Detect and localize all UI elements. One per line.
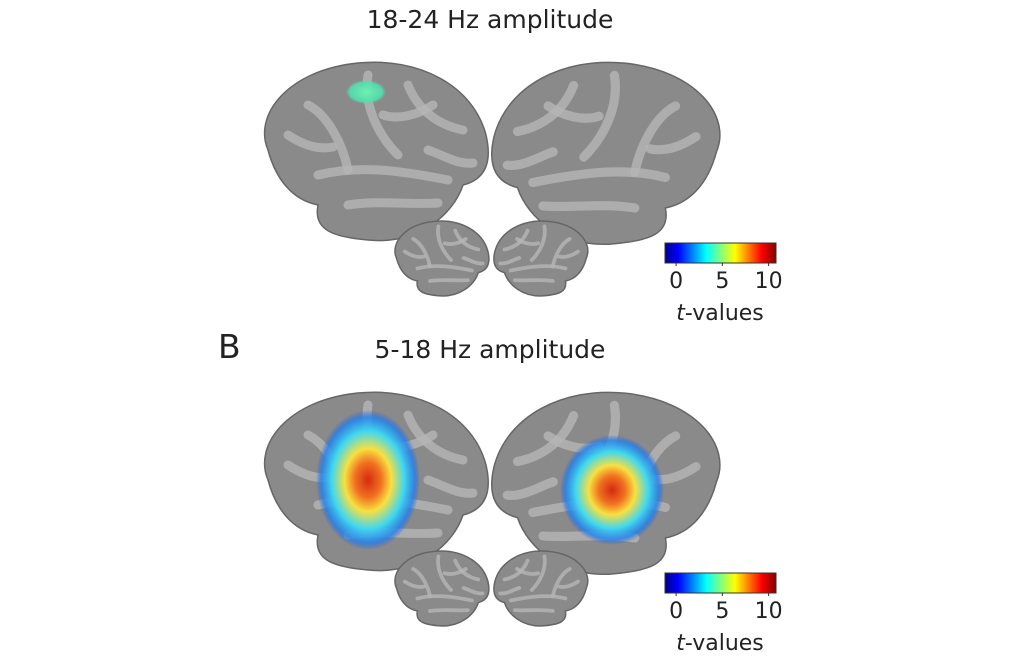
sulcus bbox=[513, 608, 555, 613]
sulcus bbox=[515, 567, 540, 576]
brain bbox=[394, 550, 490, 627]
sulcus bbox=[402, 579, 426, 589]
colorbar-label-italic: t bbox=[676, 631, 686, 656]
sulcus bbox=[513, 278, 555, 283]
sulcus bbox=[423, 475, 478, 498]
sulcus bbox=[461, 256, 485, 266]
sulcus bbox=[502, 147, 558, 170]
brain bbox=[491, 61, 721, 246]
sulcus bbox=[303, 100, 353, 175]
sulcus bbox=[502, 477, 558, 500]
sulcus bbox=[411, 237, 432, 269]
sulcus bbox=[378, 100, 438, 122]
sulcus bbox=[283, 130, 338, 153]
sulcus bbox=[502, 228, 530, 252]
brain-surface bbox=[394, 550, 490, 627]
sulcus bbox=[550, 237, 572, 269]
sulcus bbox=[538, 201, 640, 213]
panel: 18-24 Hz amplitude 0 5 10 t-values bbox=[263, 5, 783, 326]
sulcus bbox=[528, 167, 670, 188]
brain-surface bbox=[493, 550, 589, 627]
brain bbox=[493, 220, 589, 297]
sulcus bbox=[645, 132, 701, 155]
sulcus bbox=[428, 278, 470, 283]
colorbar-label-rest: -values bbox=[685, 631, 764, 656]
panel-title: 5-18 Hz amplitude bbox=[375, 335, 606, 364]
colorbar-tick-label: 10 bbox=[755, 599, 783, 624]
panel-title: 18-24 Hz amplitude bbox=[367, 5, 614, 34]
sulcus bbox=[442, 567, 468, 576]
sulcus bbox=[343, 198, 443, 210]
sulcus bbox=[529, 224, 547, 262]
sulcus bbox=[436, 554, 453, 592]
brain bbox=[263, 61, 489, 242]
sulcus bbox=[423, 145, 478, 168]
sulcus bbox=[508, 264, 568, 273]
colorbar-tick-label: 5 bbox=[715, 599, 729, 624]
colorbar-tick-label: 0 bbox=[669, 599, 683, 624]
activation bbox=[316, 410, 420, 550]
sulcus bbox=[508, 594, 568, 603]
sulcus bbox=[543, 101, 604, 123]
colorbar-label: t-values bbox=[676, 631, 764, 656]
sulcus bbox=[529, 554, 547, 592]
sulcus bbox=[415, 594, 474, 603]
sulcus bbox=[411, 567, 432, 599]
brain-surface bbox=[394, 220, 490, 297]
sulcus bbox=[579, 70, 620, 162]
sulcus bbox=[403, 410, 468, 465]
sulcus bbox=[557, 249, 580, 259]
sulcus bbox=[436, 224, 453, 262]
sulcus bbox=[461, 586, 485, 596]
sulcus bbox=[557, 579, 580, 589]
sulcus bbox=[313, 165, 453, 185]
sulcus bbox=[550, 567, 572, 599]
brain bbox=[394, 220, 490, 297]
sulcus bbox=[512, 411, 579, 467]
colorbar-tick-label: 0 bbox=[669, 269, 683, 294]
sulcus bbox=[512, 81, 579, 137]
sulcus bbox=[630, 101, 681, 177]
colorbar-tick-label: 5 bbox=[715, 269, 729, 294]
sulcus bbox=[515, 237, 540, 246]
brain-surface bbox=[491, 61, 721, 246]
brain-surface bbox=[493, 220, 589, 297]
sulcus bbox=[498, 256, 522, 266]
activation bbox=[560, 435, 664, 545]
panel: 5-18 Hz amplitude B 0 5 10 t-values bbox=[218, 327, 783, 656]
activation bbox=[346, 80, 386, 104]
sulcus bbox=[498, 586, 522, 596]
colorbar bbox=[664, 572, 777, 594]
sulcus bbox=[415, 264, 474, 273]
colorbar bbox=[664, 242, 777, 264]
brain bbox=[493, 550, 589, 627]
sulcus bbox=[453, 228, 481, 252]
colorbar-tick-label: 10 bbox=[755, 269, 783, 294]
sulcus bbox=[453, 558, 481, 582]
colorbar-label-italic: t bbox=[676, 301, 686, 326]
sulcus bbox=[442, 237, 468, 246]
sulcus bbox=[403, 80, 468, 135]
sulcus bbox=[402, 249, 426, 259]
colorbar-label: t-values bbox=[676, 301, 764, 326]
colorbar-label-rest: -values bbox=[685, 301, 764, 326]
sulcus bbox=[428, 608, 470, 613]
sulcus bbox=[502, 558, 530, 582]
panel-label: B bbox=[218, 327, 241, 366]
